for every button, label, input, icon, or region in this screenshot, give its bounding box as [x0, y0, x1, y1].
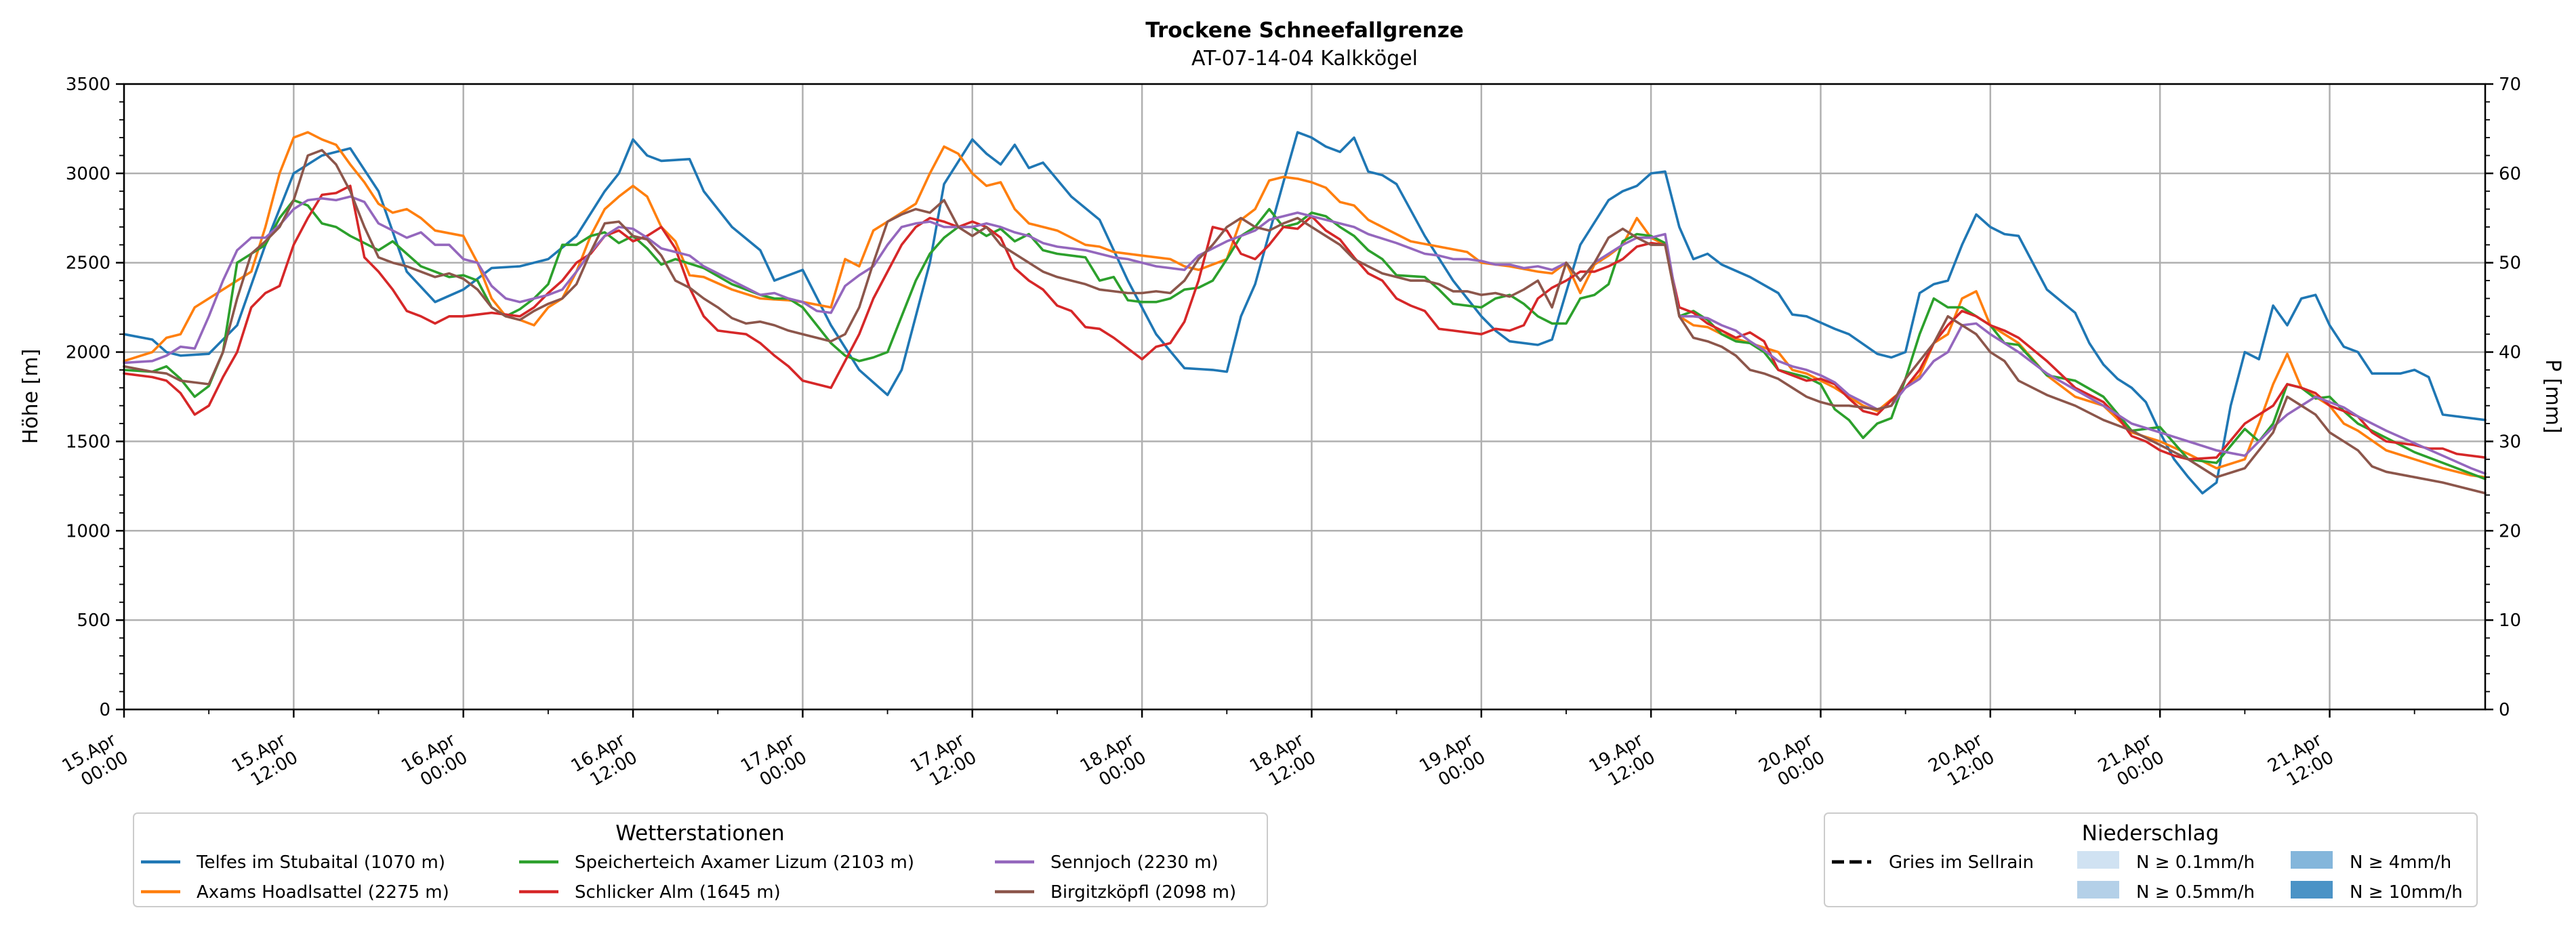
y2-tick-label: 10	[2499, 611, 2521, 631]
y-tick-label: 500	[77, 611, 110, 631]
legend-precipitation: Niederschlag Gries im Sellrain N ≥ 0.1mm…	[1824, 812, 2478, 907]
legend-precip-title: Niederschlag	[2082, 821, 2220, 846]
y-tick-label: 1000	[66, 521, 110, 541]
chart-subtitle: AT-07-14-04 Kalkkögel	[1191, 47, 1418, 70]
series-line-1	[123, 131, 2487, 478]
y2-tick-label: 30	[2499, 432, 2521, 452]
legend-station-label-3: Schlicker Alm (1645 m)	[575, 882, 781, 903]
legend-gries-label: Gries im Sellrain	[1889, 852, 2034, 873]
y2-axis-label: P [mm]	[2541, 359, 2564, 433]
legend-precip-swatch-3	[2291, 881, 2333, 899]
chart-title: Trockene Schneefallgrenze	[1145, 18, 1464, 43]
y-tick-label: 0	[99, 700, 110, 720]
y2-tick-label: 20	[2499, 521, 2521, 541]
series-lines	[123, 131, 2487, 495]
legend-station-entries: Telfes im Stubaital (1070 m) Axams Hoadls…	[141, 852, 1236, 903]
y-tick-label: 3500	[66, 75, 110, 95]
grid-lines	[123, 83, 2485, 711]
y2-tick-label: 60	[2499, 164, 2521, 184]
legend-precip-swatch-1	[2077, 881, 2119, 899]
legend-stations: Wetterstationen Telfes im Stubaital (107…	[133, 812, 1268, 907]
legend-stations-title: Wetterstationen	[615, 821, 784, 846]
legend-precip-label-2: N ≥ 4mm/h	[2350, 852, 2451, 873]
series-line-2	[123, 199, 2487, 480]
y2-tick-label: 0	[2499, 700, 2510, 720]
legend-precip-swatch-0	[2077, 851, 2119, 869]
legend-station-label-2: Speicherteich Axamer Lizum (2103 m)	[575, 852, 914, 873]
y-tick-label: 1500	[66, 432, 110, 452]
series-line-4	[123, 195, 2487, 475]
y-tick-label: 2500	[66, 253, 110, 274]
y-axis-label: Höhe [m]	[19, 349, 43, 445]
y-axis-ticks: 0 500 1000 1500 2000 2500 3000 3500	[66, 75, 124, 720]
legend-station-label-5: Birgitzköpfl (2098 m)	[1050, 882, 1236, 903]
y2-tick-label: 50	[2499, 253, 2521, 274]
legend-precip-label-3: N ≥ 10mm/h	[2350, 882, 2463, 903]
legend-precip-label-1: N ≥ 0.5mm/h	[2136, 882, 2255, 903]
legend-station-label-0: Telfes im Stubaital (1070 m)	[196, 852, 445, 873]
legend-station-label-4: Sennjoch (2230 m)	[1050, 852, 1219, 873]
y2-tick-label: 70	[2499, 75, 2521, 95]
series-line-3	[123, 184, 2487, 461]
y2-axis-ticks: 0 10 20 30 40 50 60 70	[2485, 75, 2521, 720]
series-line-5	[123, 148, 2487, 495]
legend-precip-swatch-2	[2291, 851, 2333, 869]
y-tick-label: 2000	[66, 343, 110, 363]
legend-stations-frame	[133, 812, 1268, 907]
legend-precip-label-0: N ≥ 0.1mm/h	[2136, 852, 2255, 873]
y-tick-label: 3000	[66, 164, 110, 184]
plot-frame	[123, 83, 2487, 711]
series-line-0	[123, 131, 2487, 495]
y2-tick-label: 40	[2499, 343, 2521, 363]
legend-station-label-1: Axams Hoadlsattel (2275 m)	[197, 882, 449, 903]
